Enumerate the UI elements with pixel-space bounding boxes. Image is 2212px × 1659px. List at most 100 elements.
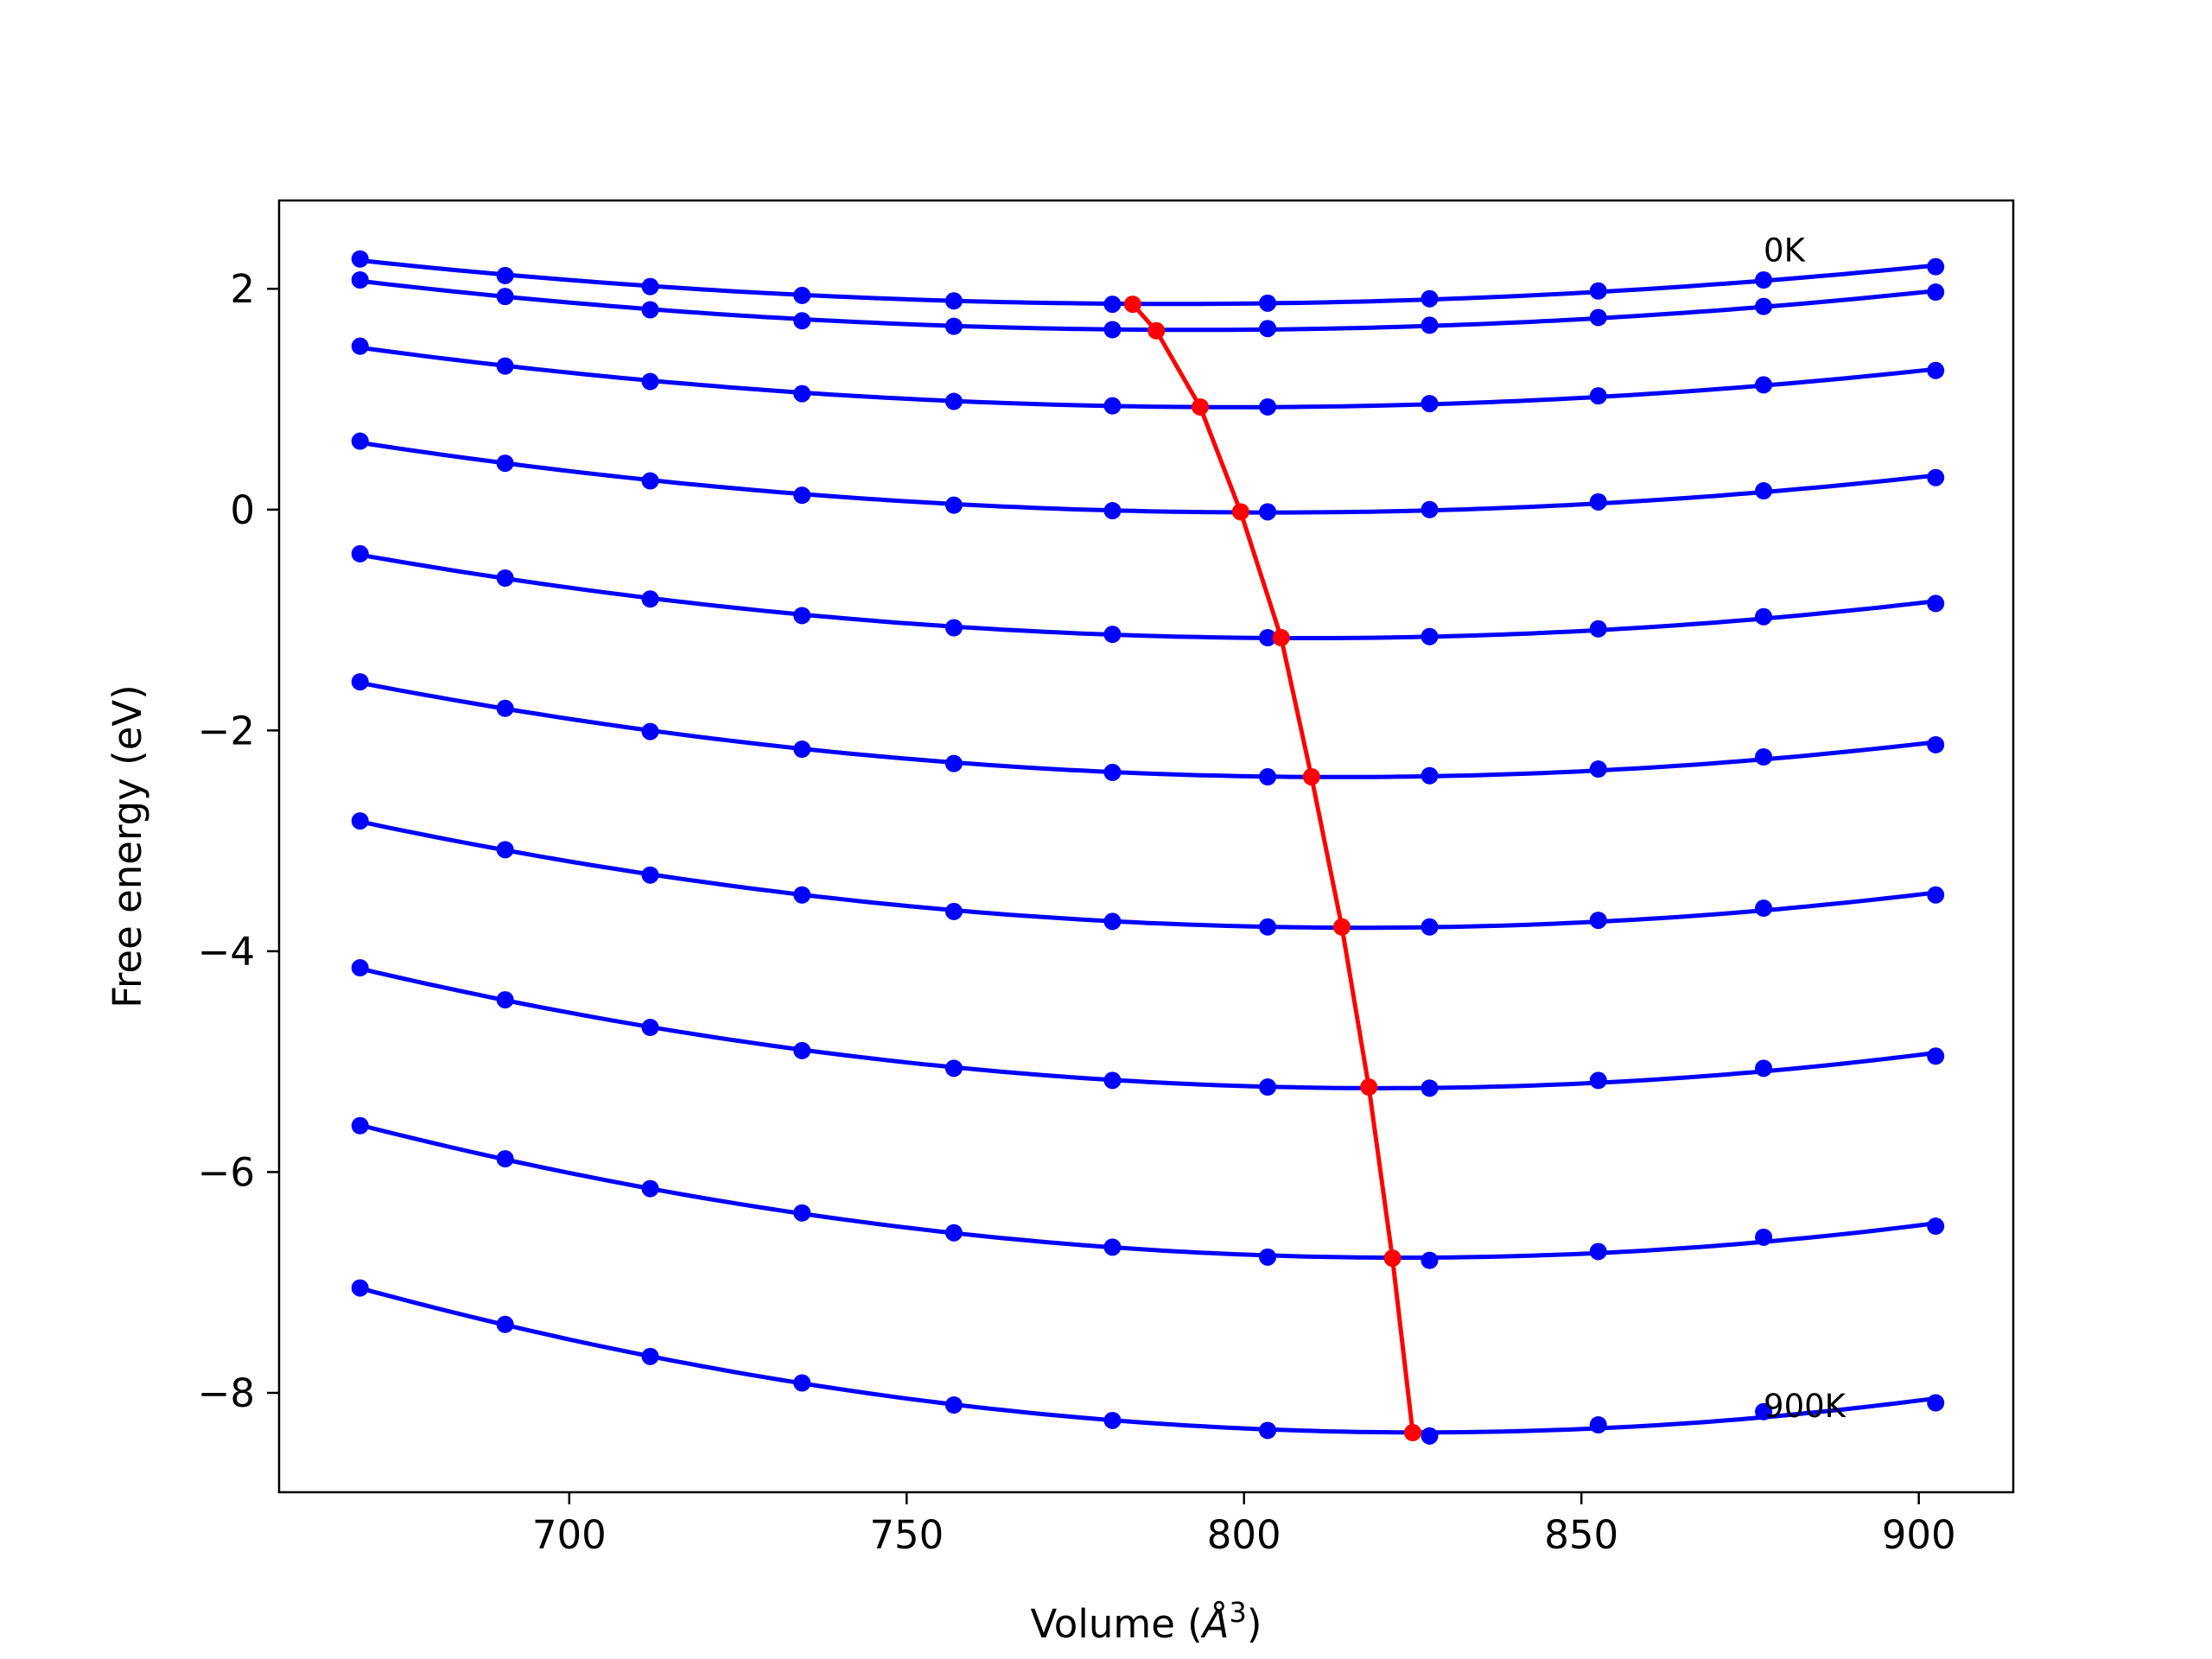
x-axis-label: Volume (Å3) — [1031, 1596, 1262, 1647]
data-point-6-0 — [351, 812, 369, 830]
data-point-9-6 — [1259, 1421, 1277, 1440]
data-point-3-6 — [1259, 503, 1277, 521]
data-point-8-5 — [1103, 1238, 1122, 1256]
data-point-3-10 — [1927, 468, 1945, 486]
data-point-5-3 — [793, 741, 811, 759]
data-point-2-0 — [351, 337, 369, 355]
data-point-5-7 — [1421, 766, 1439, 785]
data-point-0-6 — [1259, 294, 1277, 312]
data-point-0-5 — [1103, 296, 1122, 314]
data-point-4-10 — [1927, 594, 1945, 613]
data-point-8-9 — [1755, 1228, 1773, 1246]
data-point-9-10 — [1927, 1394, 1945, 1412]
data-point-8-10 — [1927, 1217, 1945, 1236]
data-point-8-6 — [1259, 1248, 1277, 1266]
data-point-2-8 — [1589, 387, 1607, 405]
minimum-point-9 — [1403, 1424, 1421, 1441]
annotation-label: 0K — [1764, 232, 1807, 269]
y-axis-ticks: 2 0 −2 −4 −6 −8 — [198, 266, 279, 1416]
fit-curve-8 — [359, 1122, 1936, 1260]
data-point-8-7 — [1421, 1251, 1439, 1269]
data-point-8-4 — [944, 1224, 963, 1242]
x-tick-label: 900 — [1882, 1512, 1956, 1558]
data-point-3-0 — [351, 432, 369, 450]
data-point-7-6 — [1259, 1078, 1277, 1096]
fitted-curves — [359, 257, 1936, 1435]
data-point-4-3 — [793, 607, 811, 625]
data-point-1-5 — [1103, 321, 1122, 339]
data-point-5-0 — [351, 673, 369, 691]
data-point-6-9 — [1755, 899, 1773, 918]
minimum-line — [1123, 296, 1421, 1441]
y-tick-label: −4 — [198, 929, 255, 975]
data-point-5-1 — [496, 699, 514, 717]
data-point-3-3 — [793, 486, 811, 505]
fit-curve-6 — [359, 819, 1936, 931]
x-tick-label: 700 — [532, 1512, 607, 1558]
data-point-4-0 — [351, 544, 369, 563]
data-point-1-3 — [793, 312, 811, 330]
data-point-2-5 — [1103, 397, 1122, 415]
data-point-2-10 — [1927, 361, 1945, 379]
minimum-point-6 — [1332, 918, 1351, 936]
data-point-6-4 — [944, 902, 963, 920]
data-point-9-1 — [496, 1315, 514, 1333]
fit-curve-0 — [359, 257, 1936, 307]
data-point-1-9 — [1755, 297, 1773, 315]
data-point-8-0 — [351, 1116, 369, 1135]
minimum-point-0 — [1123, 296, 1141, 314]
fit-curve-5 — [359, 680, 1936, 779]
data-point-2-4 — [944, 392, 963, 410]
data-point-6-3 — [793, 886, 811, 904]
data-point-5-5 — [1103, 763, 1122, 781]
data-point-8-1 — [496, 1150, 514, 1168]
data-point-3-9 — [1755, 482, 1773, 500]
data-point-7-8 — [1589, 1071, 1607, 1090]
data-markers — [351, 250, 1945, 1445]
data-point-7-5 — [1103, 1071, 1122, 1090]
fit-curve-3 — [359, 440, 1936, 515]
data-point-0-2 — [641, 277, 659, 296]
data-point-2-3 — [793, 385, 811, 403]
minimum-path — [1131, 302, 1415, 1433]
data-point-5-6 — [1259, 768, 1277, 785]
data-point-9-3 — [793, 1374, 811, 1392]
fit-curve-9 — [359, 1286, 1936, 1435]
data-point-7-7 — [1421, 1079, 1439, 1097]
x-tick-label: 750 — [869, 1512, 944, 1558]
minimum-point-3 — [1231, 503, 1249, 521]
data-point-6-2 — [641, 866, 659, 884]
data-point-6-10 — [1927, 886, 1945, 904]
data-point-5-2 — [641, 722, 659, 741]
temperature-annotations: 0K 900K — [1764, 232, 1847, 1425]
data-point-6-6 — [1259, 918, 1277, 936]
data-point-7-0 — [351, 959, 369, 977]
data-point-2-1 — [496, 357, 514, 375]
data-point-9-9 — [1755, 1402, 1773, 1421]
minimum-point-7 — [1360, 1078, 1378, 1096]
y-tick-label: −8 — [198, 1370, 255, 1416]
data-point-4-1 — [496, 569, 514, 587]
data-point-4-9 — [1755, 607, 1773, 626]
data-point-7-1 — [496, 991, 514, 1009]
data-point-1-6 — [1259, 320, 1277, 338]
data-point-3-1 — [496, 454, 514, 473]
minimum-point-5 — [1302, 768, 1320, 785]
data-point-9-2 — [641, 1347, 659, 1365]
data-point-9-5 — [1103, 1411, 1122, 1429]
data-point-0-9 — [1755, 271, 1773, 289]
data-point-5-9 — [1755, 748, 1773, 766]
data-point-7-2 — [641, 1019, 659, 1037]
y-tick-label: −6 — [198, 1149, 255, 1195]
fit-curve-2 — [359, 345, 1936, 410]
data-point-9-7 — [1421, 1427, 1439, 1445]
data-point-5-8 — [1589, 760, 1607, 779]
minimum-point-1 — [1147, 321, 1166, 340]
data-point-4-5 — [1103, 626, 1122, 644]
data-point-1-0 — [351, 271, 369, 289]
fit-curve-7 — [359, 966, 1936, 1090]
data-point-2-2 — [641, 372, 659, 391]
data-point-5-4 — [944, 754, 963, 772]
